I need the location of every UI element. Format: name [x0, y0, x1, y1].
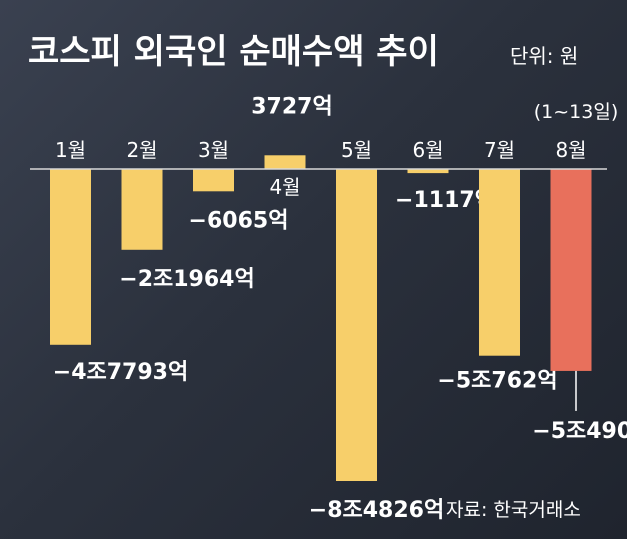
value-label-7: −5조762억 — [437, 369, 557, 394]
value-label-2: −2조1964억 — [119, 267, 254, 292]
bar-5 — [336, 169, 377, 481]
bar-8 — [550, 169, 592, 371]
unit-label: 단위: 원 — [510, 44, 579, 68]
month-label-7: 7월 — [484, 138, 515, 162]
bar-1 — [50, 169, 91, 345]
chart-title: 코스피 외국인 순매수액 추이 — [28, 32, 439, 72]
value-label-4: 3727억 — [251, 94, 332, 119]
bar-7 — [479, 169, 520, 356]
value-label-1: −4조7793억 — [53, 360, 188, 385]
value-label-3: −6065억 — [189, 208, 289, 233]
month-label-2: 2월 — [126, 138, 157, 162]
month-label-5: 5월 — [341, 138, 372, 162]
month-label-6: 6월 — [412, 138, 443, 162]
bar-2 — [121, 169, 163, 250]
month-label-4: 4월 — [269, 175, 300, 199]
bar-6 — [407, 169, 449, 174]
bar-3 — [193, 169, 234, 192]
annotation-label: (1~13일) — [534, 101, 619, 123]
bar-4 — [264, 155, 306, 169]
value-label-6: −1117억 — [395, 188, 495, 213]
month-label-3: 3월 — [198, 138, 229, 162]
source-label: 자료: 한국거래소 — [446, 499, 581, 521]
value-label-8: −5조4901억 — [532, 419, 627, 444]
month-label-8: 8월 — [555, 138, 586, 162]
value-label-5: −8조4826억 — [309, 498, 444, 523]
month-label-1: 1월 — [55, 138, 86, 162]
